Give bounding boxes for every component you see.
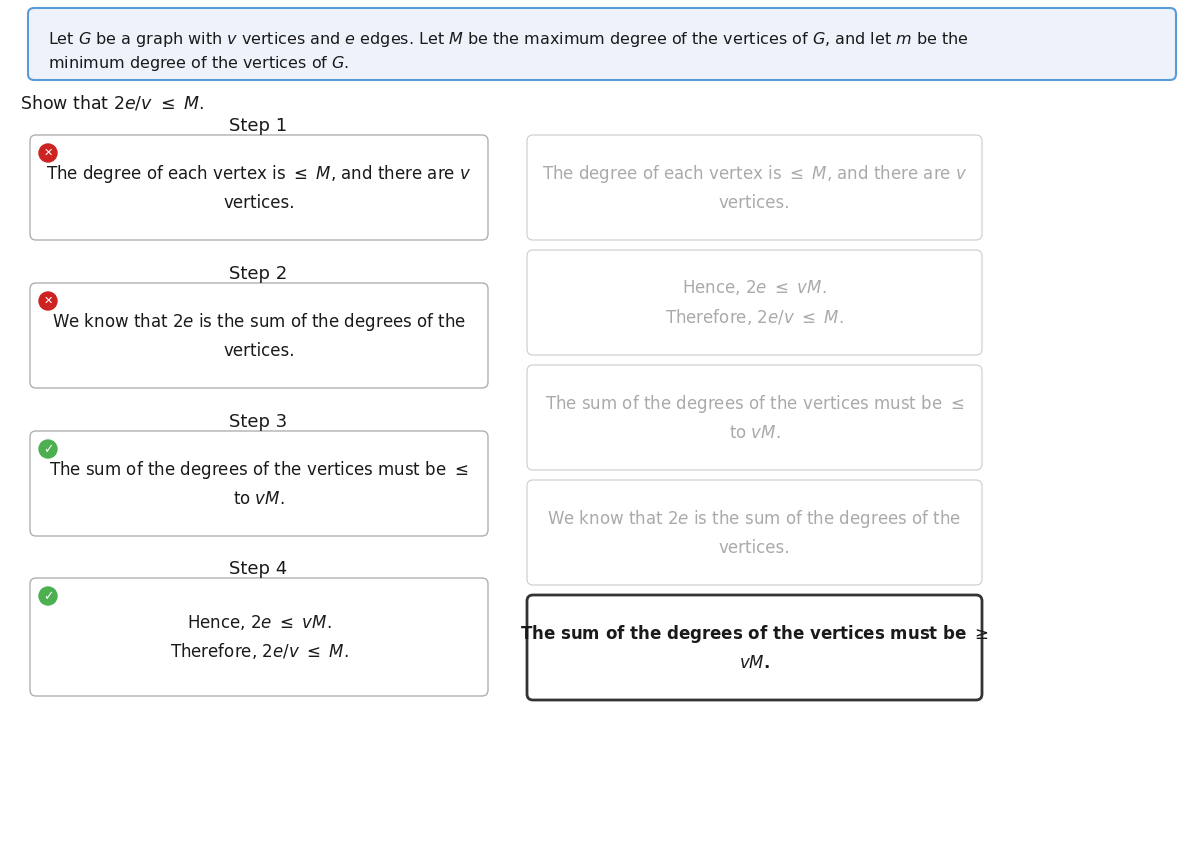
Circle shape: [40, 292, 57, 310]
FancyBboxPatch shape: [527, 595, 982, 700]
Circle shape: [40, 587, 57, 605]
Text: The sum of the degrees of the vertices must be $\geq$
$v$$M$.: The sum of the degrees of the vertices m…: [519, 623, 989, 672]
Text: ✕: ✕: [43, 296, 53, 306]
FancyBboxPatch shape: [30, 283, 488, 388]
Text: The degree of each vertex is $\leq$ $M$, and there are $v$
vertices.: The degree of each vertex is $\leq$ $M$,…: [542, 163, 967, 211]
Text: The sum of the degrees of the vertices must be $\leq$
to $v$$M$.: The sum of the degrees of the vertices m…: [49, 459, 468, 508]
Text: ✕: ✕: [43, 148, 53, 158]
FancyBboxPatch shape: [28, 8, 1175, 80]
Text: ✓: ✓: [43, 443, 53, 456]
FancyBboxPatch shape: [30, 135, 488, 240]
FancyBboxPatch shape: [527, 135, 982, 240]
Text: Step 1: Step 1: [229, 117, 287, 135]
Text: Show that 2$e$/$v$ $\leq$ $M$.: Show that 2$e$/$v$ $\leq$ $M$.: [20, 94, 203, 113]
Text: Step 3: Step 3: [229, 413, 287, 431]
Circle shape: [40, 144, 57, 162]
FancyBboxPatch shape: [527, 250, 982, 355]
FancyBboxPatch shape: [30, 578, 488, 696]
FancyBboxPatch shape: [527, 480, 982, 585]
Text: Step 2: Step 2: [229, 265, 287, 283]
Text: Let $G$ be a graph with $v$ vertices and $e$ edges. Let $M$ be the maximum degre: Let $G$ be a graph with $v$ vertices and…: [48, 30, 968, 49]
FancyBboxPatch shape: [527, 365, 982, 470]
Text: We know that 2$e$ is the sum of the degrees of the
vertices.: We know that 2$e$ is the sum of the degr…: [51, 312, 466, 360]
Text: The sum of the degrees of the vertices must be $\leq$
to $v$$M$.: The sum of the degrees of the vertices m…: [545, 393, 964, 442]
FancyBboxPatch shape: [30, 431, 488, 536]
Text: We know that 2$e$ is the sum of the degrees of the
vertices.: We know that 2$e$ is the sum of the degr…: [547, 509, 961, 557]
Text: ✓: ✓: [43, 590, 53, 603]
Text: The degree of each vertex is $\leq$ $M$, and there are $v$
vertices.: The degree of each vertex is $\leq$ $M$,…: [47, 163, 472, 211]
Text: minimum degree of the vertices of $G$.: minimum degree of the vertices of $G$.: [48, 54, 350, 73]
Text: Step 4: Step 4: [229, 560, 287, 578]
Circle shape: [40, 440, 57, 458]
Text: Hence, 2$e$ $\leq$ $v$$M$.
Therefore, 2$e$/$v$ $\leq$ $M$.: Hence, 2$e$ $\leq$ $v$$M$. Therefore, 2$…: [170, 613, 348, 661]
Text: Hence, 2$e$ $\leq$ $v$$M$.
Therefore, 2$e$/$v$ $\leq$ $M$.: Hence, 2$e$ $\leq$ $v$$M$. Therefore, 2$…: [666, 278, 844, 327]
